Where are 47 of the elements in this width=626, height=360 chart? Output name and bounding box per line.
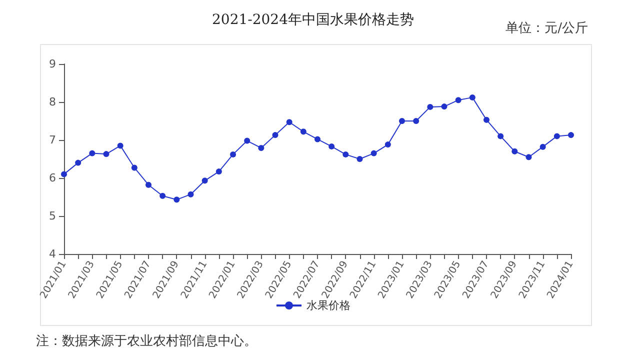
y-tick-label: 6	[49, 172, 56, 184]
point	[568, 132, 574, 138]
point	[484, 116, 490, 123]
point	[61, 171, 67, 178]
point	[258, 144, 264, 151]
chart-title: 2021-2024年中国水果价格走势	[212, 12, 414, 28]
y-tick-label: 9	[49, 58, 56, 70]
point	[554, 133, 560, 140]
point	[244, 138, 250, 144]
point	[328, 143, 335, 150]
legend-label: 水果价格	[306, 299, 350, 312]
point	[526, 154, 532, 160]
y-tick-label: 4	[49, 248, 56, 260]
point	[370, 150, 377, 156]
point	[286, 119, 292, 126]
y-tick-label: 5	[49, 210, 56, 222]
point	[75, 160, 82, 166]
point	[216, 168, 222, 175]
point	[230, 151, 236, 158]
y-tick-label: 7	[49, 134, 56, 146]
point	[455, 97, 462, 104]
point	[356, 156, 363, 162]
point	[384, 142, 391, 148]
point	[202, 178, 208, 184]
point	[272, 132, 278, 138]
point	[540, 144, 546, 150]
point	[131, 164, 138, 171]
point	[427, 104, 434, 110]
point	[498, 133, 504, 140]
text: 单位：元/公斤	[506, 21, 588, 36]
point	[160, 192, 166, 199]
point	[146, 182, 152, 188]
point	[300, 128, 306, 135]
point	[512, 148, 518, 154]
point	[89, 150, 96, 156]
point	[103, 151, 110, 158]
point	[117, 142, 124, 149]
point	[469, 94, 476, 100]
text: 注：数据来源于农业农村部信息中心。	[36, 333, 257, 349]
point	[174, 196, 180, 203]
y-tick-label: 8	[49, 96, 56, 108]
point	[441, 104, 448, 110]
point	[413, 118, 420, 124]
point	[188, 191, 194, 198]
point	[314, 136, 320, 142]
point	[342, 151, 349, 158]
point	[399, 118, 405, 124]
